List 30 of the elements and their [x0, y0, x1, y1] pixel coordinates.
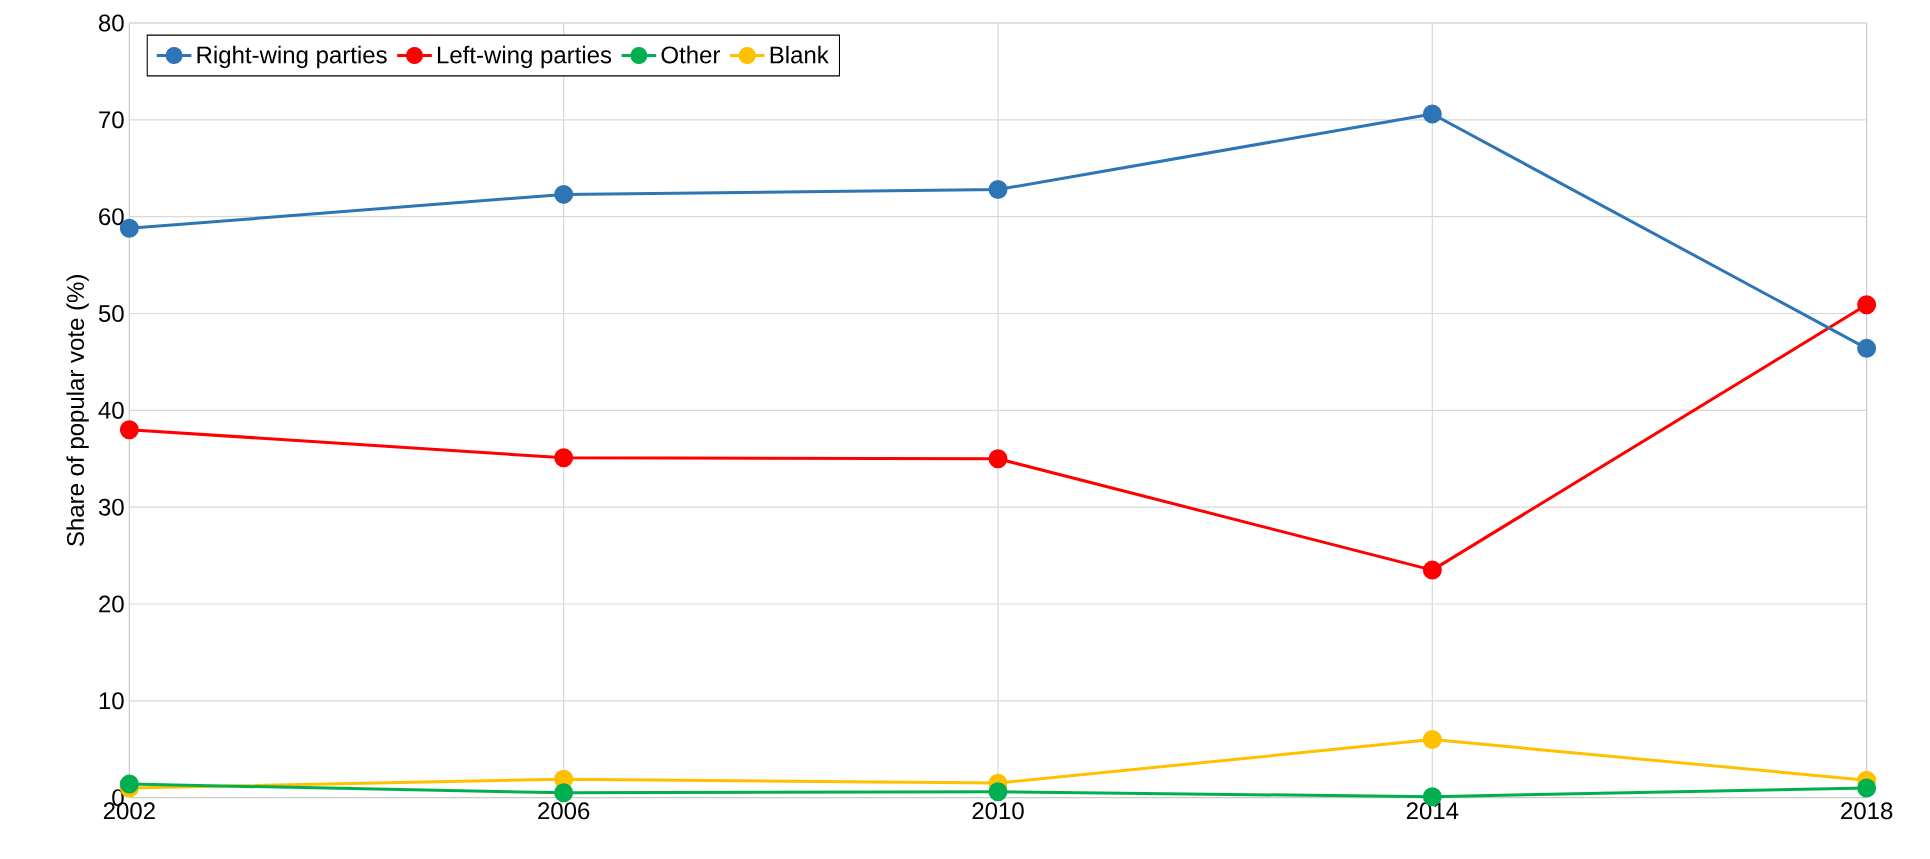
y-tick-label: 50 — [98, 304, 124, 322]
y-tick-label: 80 — [98, 14, 124, 32]
point — [554, 783, 574, 803]
point — [988, 180, 1008, 200]
point — [1857, 778, 1877, 798]
y-tick-label: 20 — [99, 595, 124, 613]
legend-label: Left-wing parties — [437, 45, 612, 69]
point — [554, 448, 574, 468]
point — [1422, 730, 1442, 750]
point — [988, 449, 1008, 469]
y-tick-label: 40 — [98, 401, 124, 419]
x-tick-label: 2010 — [972, 802, 1024, 820]
legend-label: Blank — [770, 45, 829, 64]
x-tick-label: 2018 — [1841, 802, 1893, 820]
x-tick-label: 2014 — [1406, 802, 1459, 820]
y-tick-label: 10 — [99, 692, 124, 710]
point — [119, 420, 139, 440]
point — [554, 184, 574, 204]
legend-label: Right-wing parties — [197, 45, 387, 69]
point — [1857, 338, 1877, 358]
y-axis-title: Share of popular vote (%) — [66, 275, 89, 546]
legend-label: Other — [661, 45, 721, 64]
y-tick-label: 60 — [99, 208, 124, 226]
point — [988, 782, 1008, 802]
y-tick-label: 30 — [98, 498, 124, 516]
point — [1422, 104, 1442, 124]
point — [1422, 560, 1442, 580]
point — [1857, 295, 1877, 315]
y-tick-label: 70 — [99, 111, 124, 129]
x-tick-label: 2006 — [538, 802, 590, 820]
